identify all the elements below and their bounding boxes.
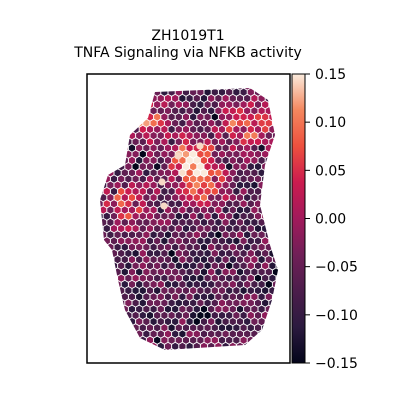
colorbar-tick-label: −0.05 — [315, 260, 358, 276]
chart-title-line2: TNFA Signaling via NFKB activity — [73, 45, 302, 61]
colorbar-tick-label: 0.10 — [315, 115, 346, 131]
tissue-spot-bright — [158, 178, 165, 185]
colorbar-tick-label: 0.00 — [315, 212, 346, 228]
colorbar — [292, 74, 305, 363]
tissue-spot-bright — [174, 152, 181, 159]
tissue-spot-bright — [160, 202, 167, 209]
colorbar-tick-label: 0.05 — [315, 163, 346, 179]
colorbar-tick-label: 0.15 — [315, 67, 346, 83]
colorbar-tick-label: −0.15 — [315, 356, 358, 372]
tissue-spot-bright — [196, 142, 203, 149]
chart-title-line1: ZH1019T1 — [151, 28, 224, 44]
colorbar-tick-label: −0.10 — [315, 308, 358, 324]
colorbar-ticks: 0.15 0.10 0.05 0.00 −0.05 −0.10 −0.15 — [305, 67, 358, 372]
